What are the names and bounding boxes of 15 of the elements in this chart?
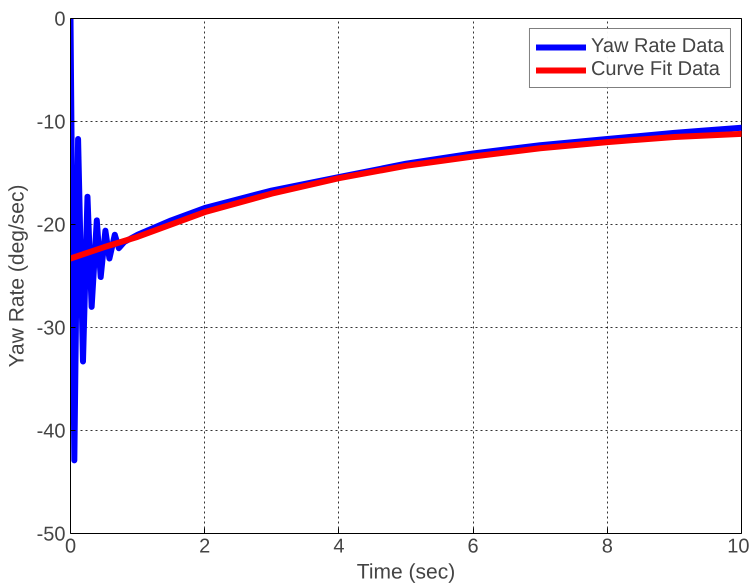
y-tick-label: -40	[36, 420, 66, 442]
x-tick-label: 10	[727, 536, 749, 558]
y-tick-label: -50	[36, 524, 66, 546]
x-tick-label: 8	[602, 536, 613, 558]
y-tick-label: 0	[54, 8, 66, 30]
x-tick-label: 4	[333, 536, 344, 558]
y-tick-label: -10	[36, 112, 66, 134]
y-tick-label: -30	[36, 318, 66, 340]
legend-label: Yaw Rate Data	[590, 35, 724, 58]
y-tick-label: -20	[36, 214, 66, 236]
x-tick-label: 2	[199, 536, 210, 558]
x-axis-title: Time (sec)	[356, 560, 456, 584]
y-axis-title: Yaw Rate (deg/sec)	[6, 184, 29, 368]
legend-label: Curve Fit Data	[590, 58, 720, 81]
x-tick-label: 6	[468, 536, 479, 558]
